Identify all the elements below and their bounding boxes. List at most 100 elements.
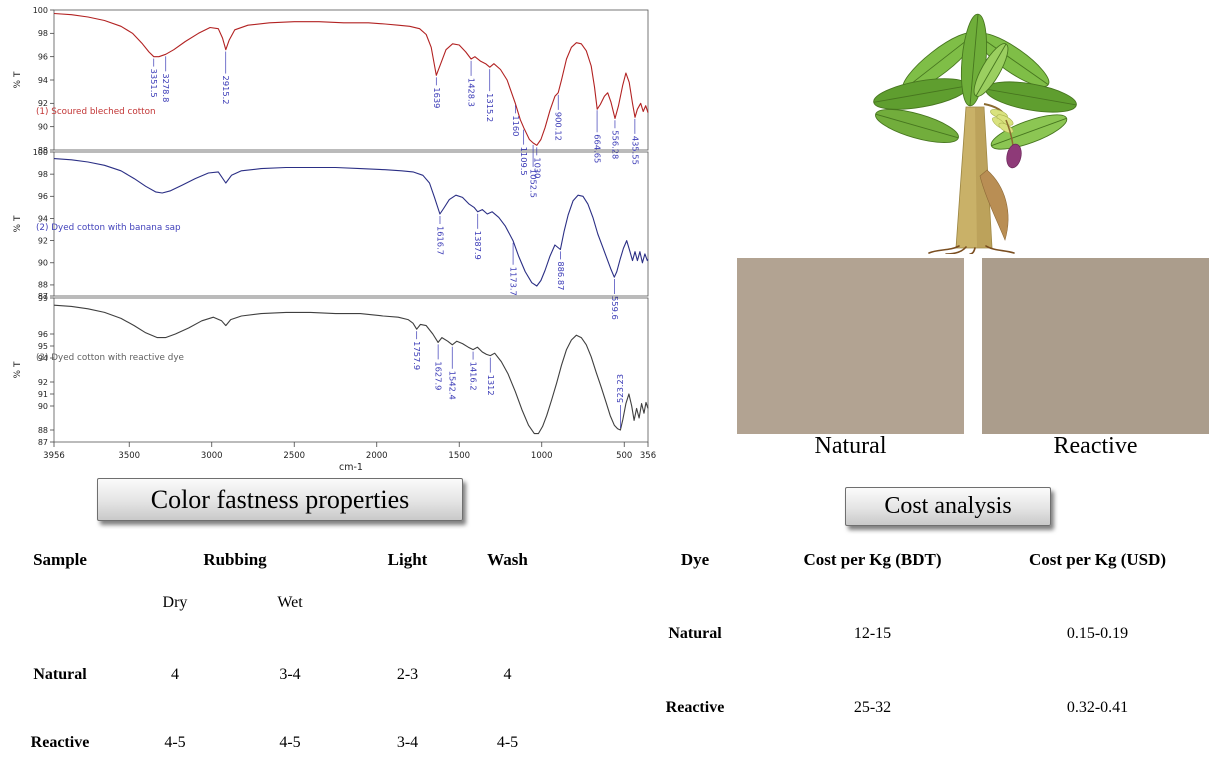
svg-text:886.87: 886.87 [556, 261, 566, 290]
svg-text:% T: % T [13, 215, 23, 232]
svg-text:1616.7: 1616.7 [435, 226, 445, 255]
banana-plant-illustration [853, 2, 1097, 255]
wet-rubbing-value: 3-4 [279, 666, 301, 683]
svg-text:98: 98 [38, 170, 48, 179]
cost-usd-value: 0.32-0.41 [1066, 699, 1129, 716]
col-header-bdt: Cost per Kg (BDT) [803, 550, 942, 569]
svg-text:(1) Scoured bleched cotton: (1) Scoured bleched cotton [36, 107, 156, 117]
svg-text:3956: 3956 [43, 451, 65, 461]
svg-text:88: 88 [38, 281, 48, 290]
svg-text:92: 92 [38, 99, 48, 108]
svg-text:500: 500 [616, 451, 632, 461]
svg-text:96: 96 [38, 52, 48, 61]
svg-text:96: 96 [38, 192, 48, 201]
fastness-row-natural: Natural 4 3-4 2-3 4 [0, 662, 560, 688]
svg-text:100: 100 [33, 148, 48, 157]
svg-text:356: 356 [640, 451, 656, 461]
ftir-spectra-chart: 100 98 96 94 92 90 88 % T (1) Scoured bleched co… [6, 2, 661, 473]
svg-text:1500: 1500 [448, 451, 470, 461]
svg-text:559.6: 559.6 [610, 296, 620, 320]
svg-text:% T: % T [13, 71, 23, 88]
sample-name: Reactive [30, 734, 90, 751]
svg-text:90: 90 [38, 402, 48, 411]
dye-name: Natural [668, 625, 722, 642]
cost-bdt-value: 25-32 [853, 699, 892, 716]
color-fastness-table: Sample Rubbing Light Wash Dry Wet Natura… [0, 545, 560, 757]
svg-text:92: 92 [38, 378, 48, 387]
wet-rubbing-value: 4-5 [279, 734, 301, 751]
natural-swatch-label: Natural [814, 433, 887, 459]
cost-header-row: Dye Cost per Kg (BDT) Cost per Kg (USD) [635, 547, 1205, 573]
svg-text:96: 96 [38, 330, 48, 339]
svg-text:94: 94 [38, 76, 48, 85]
dry-rubbing-value: 4-5 [164, 734, 186, 751]
col-header-light: Light [387, 550, 428, 569]
cost-bdt-value: 12-15 [853, 625, 892, 642]
cost-analysis-table: Dye Cost per Kg (BDT) Cost per Kg (USD) … [635, 545, 1205, 757]
svg-text:1315.2: 1315.2 [485, 93, 495, 122]
svg-text:1757.9: 1757.9 [412, 341, 422, 370]
svg-text:88: 88 [38, 146, 48, 155]
svg-text:% T: % T [13, 361, 23, 378]
col-header-wash: Wash [487, 550, 528, 569]
color-fastness-title-button: Color fastness properties [97, 478, 463, 521]
ftir-svg: 100 98 96 94 92 90 88 % T (1) Scoured bleched co… [13, 6, 656, 473]
svg-text:1428.3: 1428.3 [467, 78, 477, 107]
light-value: 3-4 [396, 734, 419, 751]
svg-text:95: 95 [38, 342, 48, 351]
natural-dye-swatch [737, 258, 964, 434]
svg-text:cm-1: cm-1 [339, 462, 363, 472]
svg-text:(2) Dyed cotton with banana sa: (2) Dyed cotton with banana sap [36, 223, 181, 233]
svg-text:94: 94 [38, 354, 48, 363]
svg-text:90: 90 [38, 122, 48, 131]
svg-text:3351.5: 3351.5 [149, 69, 159, 98]
cost-row-reactive: Reactive 25-32 0.32-0.41 [635, 695, 1205, 721]
cost-usd-value: 0.15-0.19 [1066, 625, 1129, 642]
svg-text:1416.2: 1416.2 [469, 362, 479, 391]
svg-text:100: 100 [33, 6, 48, 15]
svg-text:92: 92 [38, 236, 48, 245]
col-subheader-wet: Wet [277, 594, 303, 611]
cost-row-natural: Natural 12-15 0.15-0.19 [635, 621, 1205, 647]
svg-text:90: 90 [38, 259, 48, 268]
svg-text:1639: 1639 [432, 87, 442, 108]
fastness-header-row: Sample Rubbing Light Wash [0, 547, 560, 573]
svg-text:3000: 3000 [201, 451, 223, 461]
col-subheader-dry: Dry [162, 594, 188, 611]
fastness-row-reactive: Reactive 4-5 4-5 3-4 4-5 [0, 730, 560, 756]
wash-value: 4 [503, 666, 512, 683]
banana-plant-icon [873, 13, 1077, 255]
svg-text:1312: 1312 [486, 375, 496, 396]
sample-name: Natural [33, 666, 87, 683]
light-value: 2-3 [396, 666, 419, 683]
col-header-rubbing: Rubbing [203, 550, 267, 569]
col-header-dye: Dye [680, 550, 710, 569]
svg-text:87: 87 [38, 292, 48, 301]
svg-text:94: 94 [38, 214, 48, 223]
svg-text:87: 87 [38, 438, 48, 447]
svg-text:523.23: 523.23 [615, 374, 625, 403]
wash-value: 4-5 [496, 734, 519, 751]
svg-text:2915.2: 2915.2 [221, 76, 231, 105]
fastness-subheader-row: Dry Wet [0, 590, 560, 616]
svg-text:2000: 2000 [366, 451, 388, 461]
col-header-sample: Sample [33, 550, 87, 569]
svg-text:1109.5: 1109.5 [519, 147, 529, 176]
dry-rubbing-value: 4 [171, 666, 179, 683]
svg-text:99: 99 [38, 294, 48, 303]
reactive-swatch-label: Reactive [1053, 433, 1138, 459]
svg-text:1030: 1030 [532, 157, 542, 178]
svg-text:1000: 1000 [531, 451, 553, 461]
svg-text:1627.9: 1627.9 [434, 361, 444, 390]
svg-text:98: 98 [38, 29, 48, 38]
svg-text:1160: 1160 [511, 115, 521, 136]
banana-plant [873, 13, 1077, 255]
svg-text:1542.4: 1542.4 [448, 371, 458, 400]
svg-text:556.28: 556.28 [610, 130, 620, 159]
svg-text:900.12: 900.12 [554, 112, 564, 141]
svg-text:(3) Dyed cotton with reactive: (3) Dyed cotton with reactive dye [36, 353, 184, 363]
svg-text:3500: 3500 [118, 451, 140, 461]
cost-analysis-title-button: Cost analysis [845, 487, 1051, 526]
svg-text:1173.7: 1173.7 [509, 267, 519, 296]
svg-text:435.55: 435.55 [630, 136, 640, 165]
